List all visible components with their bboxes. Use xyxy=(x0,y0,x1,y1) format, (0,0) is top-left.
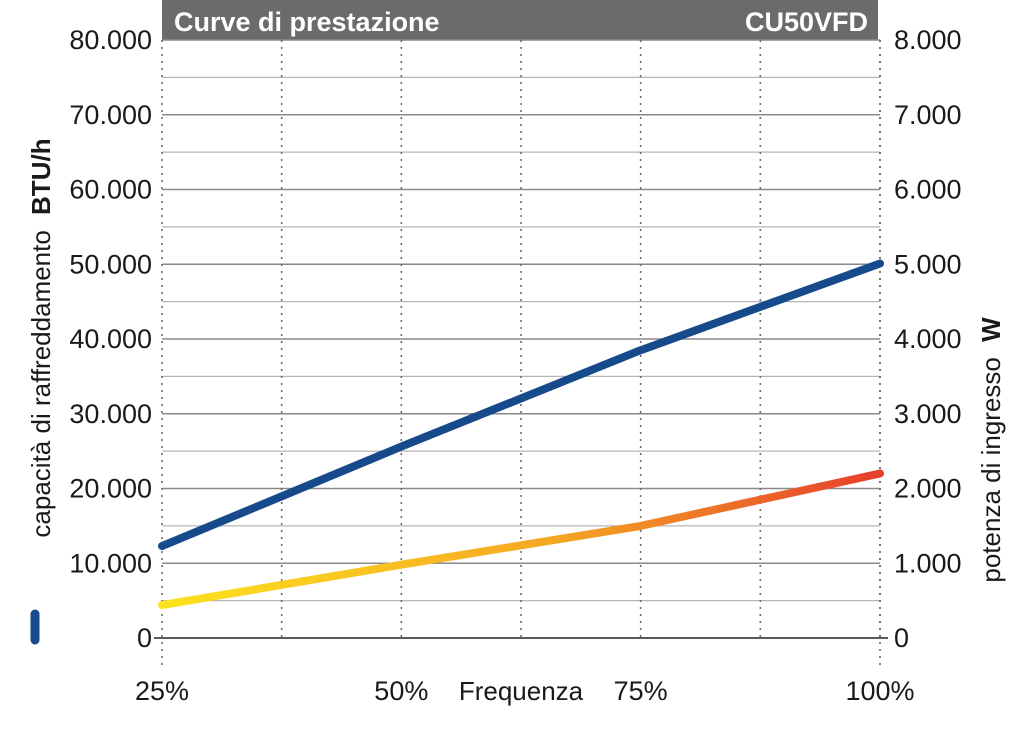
left-axis-unit: BTU/h xyxy=(26,138,56,215)
x-tick-label: 50% xyxy=(374,676,428,706)
chart-title: Curve di prestazione xyxy=(174,7,440,37)
series-line-input-power xyxy=(158,469,884,610)
x-axis-title: Frequenza xyxy=(459,676,584,706)
y-left-tick-label: 70.000 xyxy=(69,100,152,130)
y-right-tick-label: 5.000 xyxy=(894,249,962,279)
series-line-cooling-capacity xyxy=(158,259,884,551)
y-right-tick-label: 2.000 xyxy=(894,474,962,504)
y-left-tick-label: 30.000 xyxy=(69,399,152,429)
y-left-tick-label: 0 xyxy=(137,623,152,653)
header-bar xyxy=(162,0,878,40)
series-lines xyxy=(158,259,884,610)
x-tick-label: 75% xyxy=(614,676,668,706)
y-right-tick-label: 3.000 xyxy=(894,399,962,429)
y-left-tick-label: 20.000 xyxy=(69,474,152,504)
y-right-tick-label: 7.000 xyxy=(894,100,962,130)
y-left-tick-label: 10.000 xyxy=(69,548,152,578)
y-left-tick-label: 40.000 xyxy=(69,324,152,354)
grid xyxy=(154,39,888,666)
y-right-tick-label: 0 xyxy=(894,623,909,653)
left-axis-label: capacità di raffreddamento xyxy=(26,230,56,537)
right-axis-unit: W xyxy=(976,317,1006,342)
y-right-tick-label: 6.000 xyxy=(894,175,962,205)
y-left-tick-label: 60.000 xyxy=(69,175,152,205)
y-left-tick-label: 50.000 xyxy=(69,249,152,279)
right-axis-title: potenza di ingresso W xyxy=(976,317,1006,583)
x-tick-label: 25% xyxy=(135,676,189,706)
left-axis-title: capacità di raffreddamento BTU/h xyxy=(26,138,56,537)
y-right-tick-label: 1.000 xyxy=(894,548,962,578)
tick-labels: 0 10.000 20.000 30.000 40.000 50.000 60.000 70.… xyxy=(69,25,961,706)
x-tick-label: 100% xyxy=(845,676,914,706)
right-axis-label: potenza di ingresso xyxy=(976,357,1006,582)
y-right-tick-label: 8.000 xyxy=(894,25,962,55)
y-right-tick-label: 4.000 xyxy=(894,324,962,354)
model-label: CU50VFD xyxy=(745,7,868,37)
y-left-tick-label: 80.000 xyxy=(69,25,152,55)
